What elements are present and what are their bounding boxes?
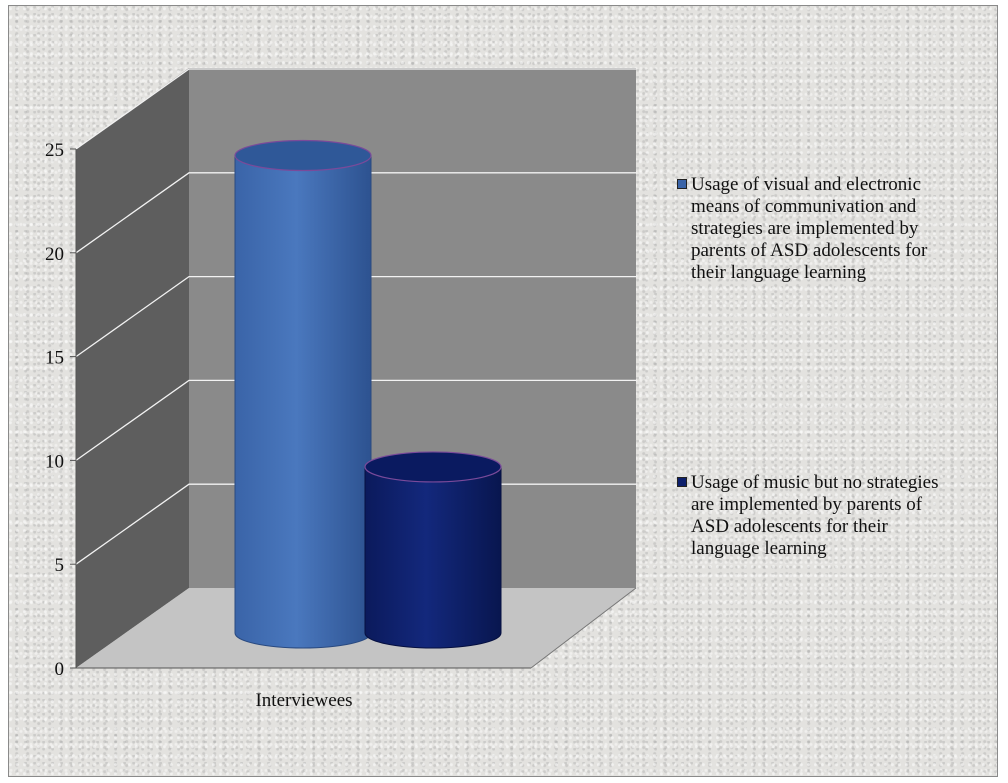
bar-1 bbox=[364, 451, 502, 649]
y-tick-label: 20 bbox=[45, 244, 64, 265]
legend-item-visual-electronic: Usage of visual and electronic means of … bbox=[677, 174, 939, 284]
legend-label: Usage of visual and electronic means of … bbox=[691, 174, 928, 283]
chart-plot: 0 5 10 15 20 25 Interviewees bbox=[45, 68, 637, 711]
bar-top bbox=[234, 139, 372, 172]
x-category-label: Interviewees bbox=[255, 690, 352, 711]
y-tick-label: 10 bbox=[45, 451, 64, 472]
gridline bbox=[75, 68, 636, 150]
y-tick-label: 5 bbox=[55, 555, 65, 576]
y-tick-label: 25 bbox=[45, 140, 64, 161]
bar-body bbox=[364, 466, 502, 649]
axes bbox=[75, 149, 637, 669]
y-tick-label: 0 bbox=[55, 659, 65, 680]
gridline bbox=[75, 275, 636, 358]
bar-body bbox=[234, 155, 372, 649]
x-axis-labels: Interviewees bbox=[255, 690, 352, 711]
bars bbox=[234, 139, 502, 649]
side-wall bbox=[76, 68, 189, 668]
y-axis-ticks: 0 5 10 15 20 25 bbox=[45, 140, 76, 680]
y-tick-label: 15 bbox=[45, 348, 64, 369]
bar-0 bbox=[234, 139, 372, 649]
bar-top bbox=[364, 451, 502, 483]
legend-label: Usage of music but no strategies are imp… bbox=[691, 472, 939, 559]
floor-edge bbox=[530, 587, 637, 669]
gridline bbox=[75, 379, 636, 461]
legend-swatch bbox=[677, 477, 687, 487]
legend-swatch bbox=[677, 179, 687, 189]
gridline bbox=[75, 172, 636, 254]
chart-frame: 0 5 10 15 20 25 Interviewees Usage of visual … bbox=[8, 5, 998, 777]
legend-item-music: Usage of music but no strategies are imp… bbox=[677, 472, 939, 560]
